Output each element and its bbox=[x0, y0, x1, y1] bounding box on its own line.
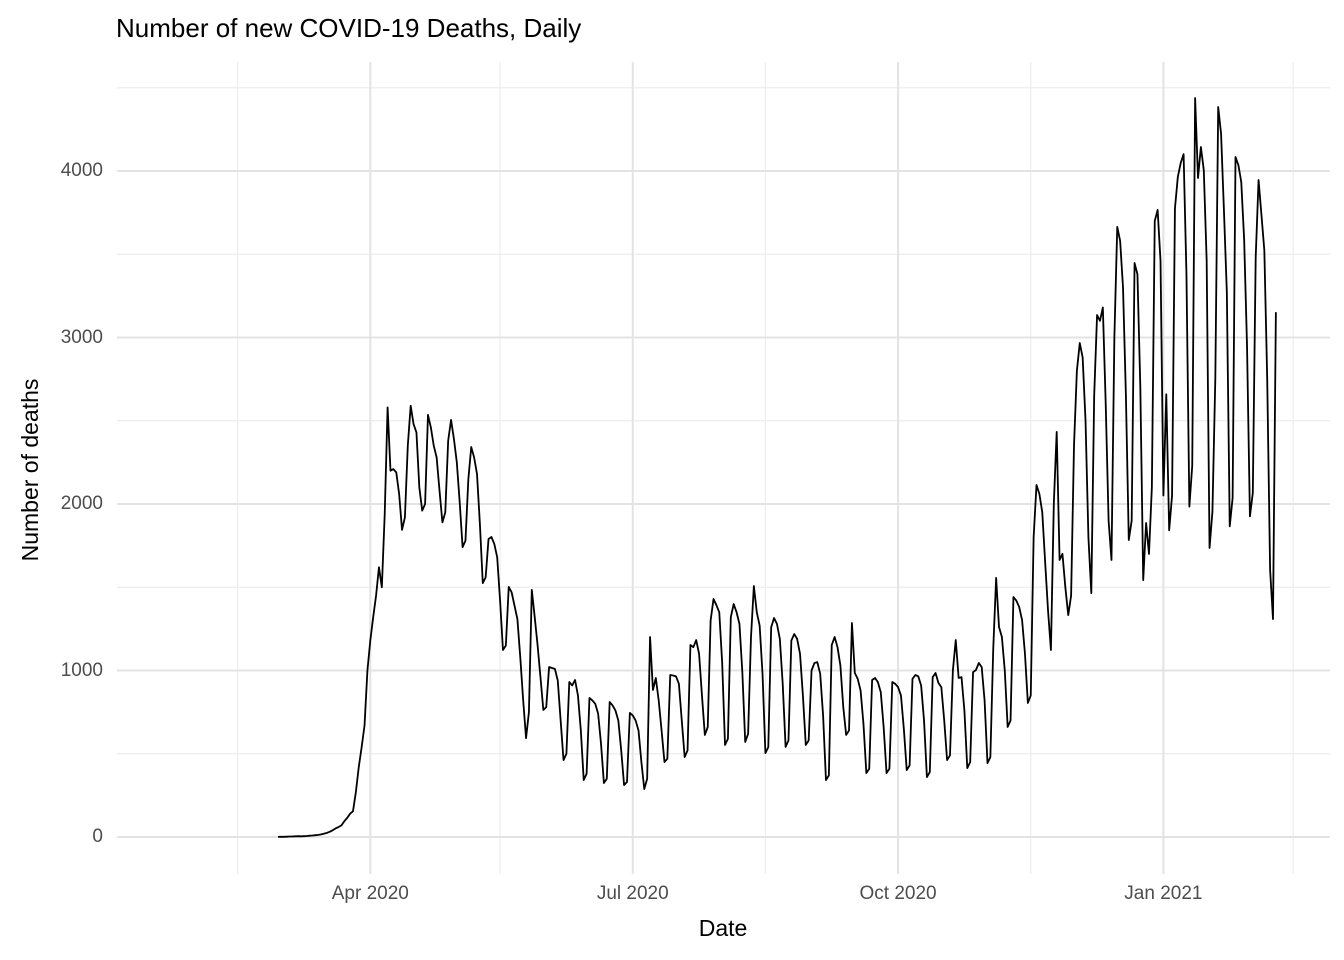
deaths-line-series bbox=[278, 97, 1277, 838]
y-tick-label: 3000 bbox=[60, 326, 103, 348]
y-tick-label: 4000 bbox=[60, 160, 103, 181]
y-tick-label: 1000 bbox=[60, 659, 103, 681]
x-tick-label: Jul 2020 bbox=[596, 883, 669, 904]
x-tick-label: Jan 2021 bbox=[1124, 883, 1203, 904]
x-tick-label: Apr 2020 bbox=[331, 883, 409, 904]
chart-title: Number of new COVID-19 Deaths, Daily bbox=[116, 13, 582, 43]
x-tick-label: Oct 2020 bbox=[859, 883, 937, 904]
y-tick-label: 0 bbox=[92, 826, 103, 847]
x-axis-title: Date bbox=[698, 915, 748, 941]
y-tick-label: 2000 bbox=[60, 493, 103, 514]
y-axis-title: Number of deaths bbox=[17, 378, 43, 562]
